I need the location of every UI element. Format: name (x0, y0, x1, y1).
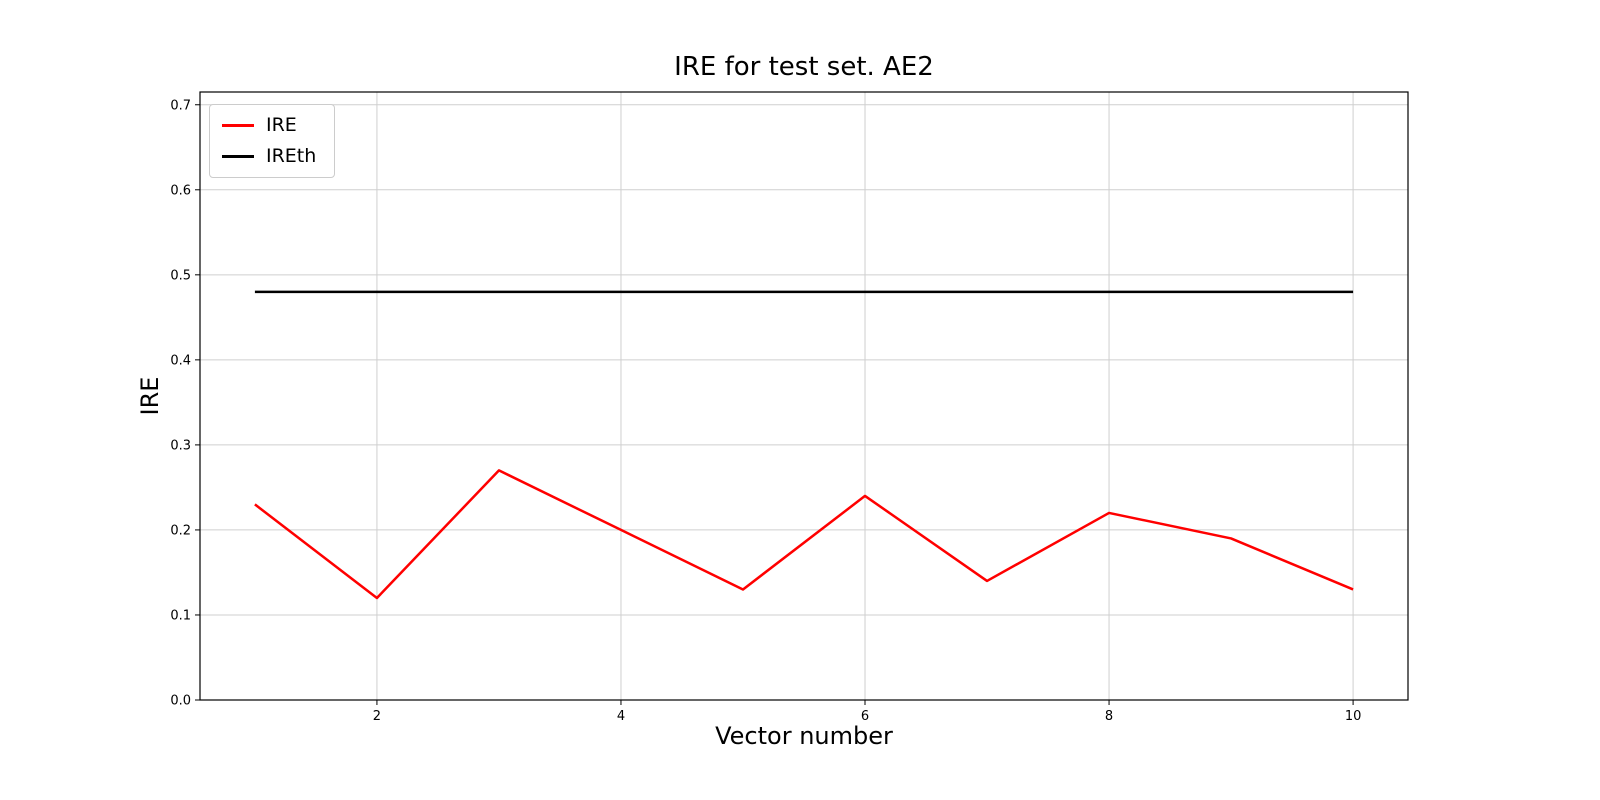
y-tick-label: 0.0 (170, 694, 191, 709)
legend-line-swatch (222, 155, 254, 158)
y-tick-label: 0.7 (170, 98, 191, 113)
legend-item-IRE: IRE (222, 116, 316, 135)
y-tick-label: 0.3 (170, 438, 191, 453)
series-line-IRE (254, 469, 1354, 600)
x-axis-label: Vector number (715, 722, 893, 750)
x-tick-label: 4 (617, 709, 625, 724)
x-tick-label: 10 (1345, 709, 1362, 724)
x-tick-label: 2 (373, 709, 381, 724)
y-tick-label: 0.2 (170, 523, 191, 538)
chart-title: IRE for test set. AE2 (674, 52, 934, 82)
plot-background (200, 92, 1408, 700)
y-tick-label: 0.1 (170, 608, 191, 623)
legend-line-swatch (222, 124, 254, 127)
plot-border (199, 91, 1409, 701)
legend-label: IREth (266, 145, 317, 167)
y-axis-label: IRE (136, 376, 164, 416)
legend: IRE IREth (209, 104, 336, 178)
x-tick-label: 8 (1105, 709, 1113, 724)
legend-label: IRE (266, 114, 297, 136)
x-tick-label: 6 (861, 709, 869, 724)
y-tick-label: 0.5 (170, 268, 191, 283)
y-tick-label: 0.6 (170, 183, 191, 198)
legend-item-IREth: IREth (222, 147, 316, 166)
y-tick-label: 0.4 (170, 353, 191, 368)
